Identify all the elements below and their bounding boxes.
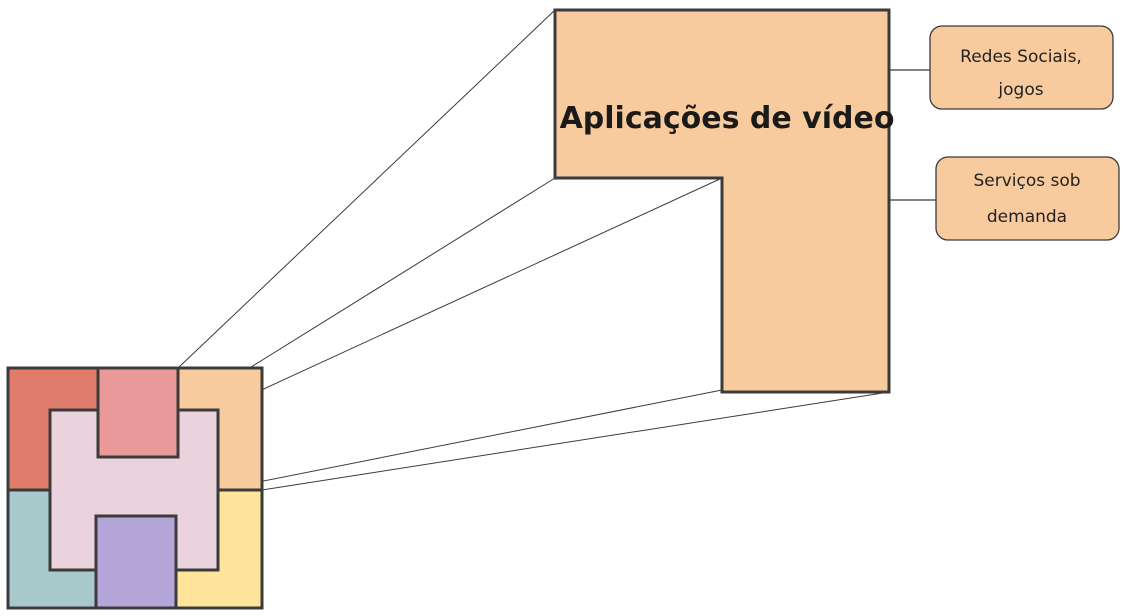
callout-servicos-line-1: Serviços sob [973, 171, 1080, 191]
top-pink-piece [96, 366, 180, 459]
zoom-line-inner-step [217, 177, 723, 411]
main-label: Aplicações de vídeo [560, 101, 895, 136]
zoom-line-top [177, 9, 556, 369]
callout-servicos-line-2: demanda [987, 207, 1067, 227]
main-l-shape [553, 8, 891, 394]
callout-connectors [889, 69, 936, 201]
bottom-purple-piece [94, 514, 178, 610]
callout-servicos-box [935, 156, 1120, 241]
callout-redes-line-2: jogos [997, 80, 1043, 100]
puzzle-outline [6, 366, 264, 610]
callout-redes-sociais: Redes Sociais, jogos [929, 25, 1114, 110]
callout-redes-box [929, 25, 1114, 110]
puzzle-square [6, 366, 264, 610]
zoom-line-inner-bottom [217, 389, 723, 491]
callout-servicos: Serviços sob demanda [935, 156, 1120, 241]
zoom-line-bottom [261, 391, 890, 491]
callout-redes-line-1: Redes Sociais, [960, 47, 1082, 67]
